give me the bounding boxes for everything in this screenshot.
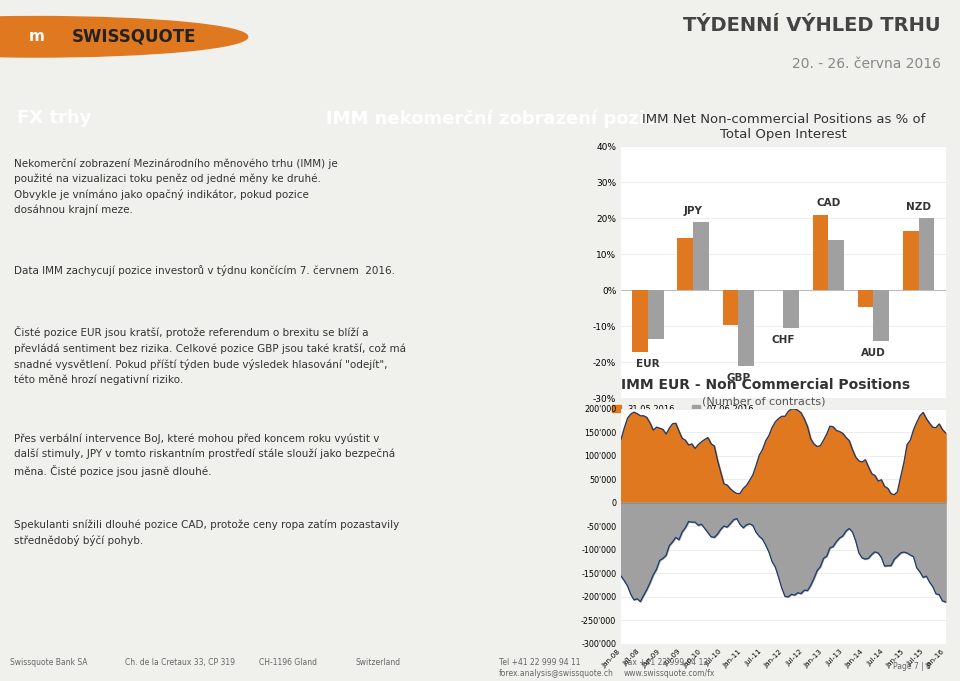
Text: Tel +41 22 999 94 11: Tel +41 22 999 94 11 [499, 658, 581, 667]
Bar [648, 290, 664, 339]
Text: JPY: JPY [684, 206, 703, 215]
Bar [678, 238, 693, 290]
Text: CHF: CHF [772, 336, 795, 345]
Text: NZD: NZD [906, 202, 931, 212]
Text: Switzerland: Switzerland [355, 658, 400, 667]
Text: Přes verbální intervence BoJ, které mohou před koncem roku vyústit v
další stimu: Přes verbální intervence BoJ, které moho… [14, 433, 396, 477]
Text: forex.analysis@swissquote.ch: forex.analysis@swissquote.ch [499, 669, 614, 678]
Bar [738, 290, 754, 366]
Text: Ch. de la Cretaux 33, CP 319: Ch. de la Cretaux 33, CP 319 [125, 658, 235, 667]
Bar [857, 290, 874, 306]
Bar [828, 240, 844, 290]
Text: TÝDENNÍ VÝHLED TRHU: TÝDENNÍ VÝHLED TRHU [684, 16, 941, 35]
Bar [693, 222, 709, 290]
Bar [902, 231, 919, 290]
Text: CH-1196 Gland: CH-1196 Gland [259, 658, 317, 667]
Text: FX trhy: FX trhy [17, 110, 91, 127]
Bar [919, 219, 934, 290]
Text: 20. - 26. června 2016: 20. - 26. června 2016 [792, 57, 941, 72]
Text: SWISSQUOTE: SWISSQUOTE [72, 28, 197, 46]
Text: Fax +41 22 999 94 12: Fax +41 22 999 94 12 [624, 658, 708, 667]
Text: Swissquote Bank SA: Swissquote Bank SA [10, 658, 87, 667]
Text: Data IMM zachycují pozice investorů v týdnu končícím 7. červnem  2016.: Data IMM zachycují pozice investorů v tý… [14, 266, 396, 276]
Text: GBP: GBP [726, 373, 751, 383]
Bar [783, 290, 799, 328]
Title: IMM Net Non-commercial Positions as % of
Total Open Interest: IMM Net Non-commercial Positions as % of… [641, 113, 925, 141]
Text: CAD: CAD [816, 198, 841, 208]
Bar [874, 290, 889, 340]
Circle shape [0, 16, 248, 57]
Text: IMM nekomerční zobrazení pozic: IMM nekomerční zobrazení pozic [326, 109, 656, 128]
Legend: 31.05.2016, 07.06.2016: 31.05.2016, 07.06.2016 [609, 401, 757, 417]
Text: AUD: AUD [861, 348, 886, 358]
Text: (Number of contracts): (Number of contracts) [703, 397, 826, 407]
Text: EUR: EUR [636, 359, 660, 369]
Bar [813, 215, 828, 290]
Text: IMM EUR - Non Commercial Positions: IMM EUR - Non Commercial Positions [621, 378, 910, 392]
Bar [633, 290, 648, 351]
Text: m: m [29, 29, 44, 44]
Text: Page 7 | 8: Page 7 | 8 [894, 662, 931, 671]
Bar [723, 290, 738, 325]
Text: www.swissquote.com/fx: www.swissquote.com/fx [624, 669, 715, 678]
Text: Spekulanti snížili dlouhé pozice CAD, protože ceny ropa zatím pozastavily
středn: Spekulanti snížili dlouhé pozice CAD, pr… [14, 520, 399, 546]
Text: Nekomerční zobrazení Mezinárodního měnového trhu (IMM) je
použité na vizualizaci: Nekomerční zobrazení Mezinárodního měnov… [14, 158, 338, 215]
Text: Čisté pozice EUR jsou kratší, protože referendum o brexitu se blíží a
převládá s: Čisté pozice EUR jsou kratší, protože re… [14, 326, 406, 385]
